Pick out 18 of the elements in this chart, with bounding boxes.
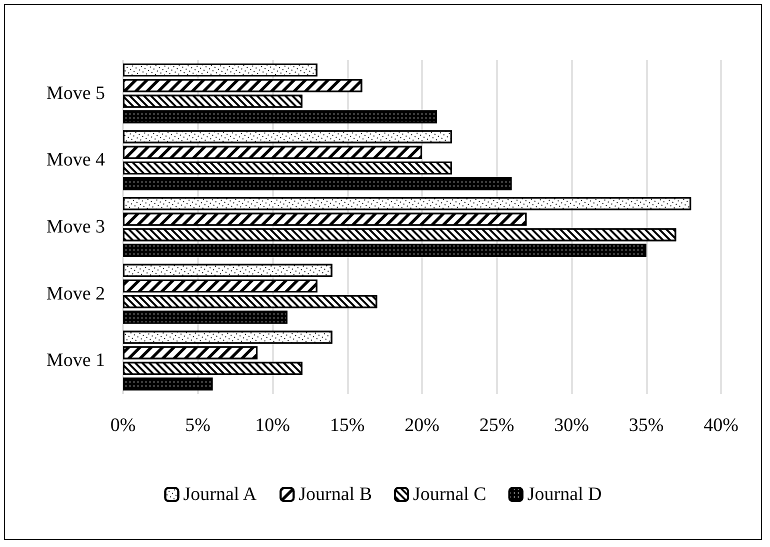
x-tick-label: 25% xyxy=(479,415,514,436)
x-tick-label: 40% xyxy=(704,415,739,436)
y-tick-label: Move 4 xyxy=(46,150,106,171)
legend-label: Journal D xyxy=(527,484,602,505)
legend-label: Journal C xyxy=(413,484,486,505)
x-tick-label: 35% xyxy=(628,415,664,436)
legend-label: Journal A xyxy=(183,484,257,505)
y-tick-label: Move 5 xyxy=(46,82,105,104)
x-tick-label: 0% xyxy=(110,415,136,436)
x-tick-label: 5% xyxy=(185,415,211,436)
x-tick-label: 10% xyxy=(255,415,290,436)
x-tick-label: 15% xyxy=(330,415,365,436)
legend-label: Journal B xyxy=(298,484,372,505)
x-tick-label: 20% xyxy=(404,415,440,436)
y-tick-label: Move 2 xyxy=(46,283,105,304)
x-tick-label: 30% xyxy=(554,415,590,436)
y-tick-label: Move 3 xyxy=(46,216,105,238)
y-tick-label: Move 1 xyxy=(46,350,105,372)
